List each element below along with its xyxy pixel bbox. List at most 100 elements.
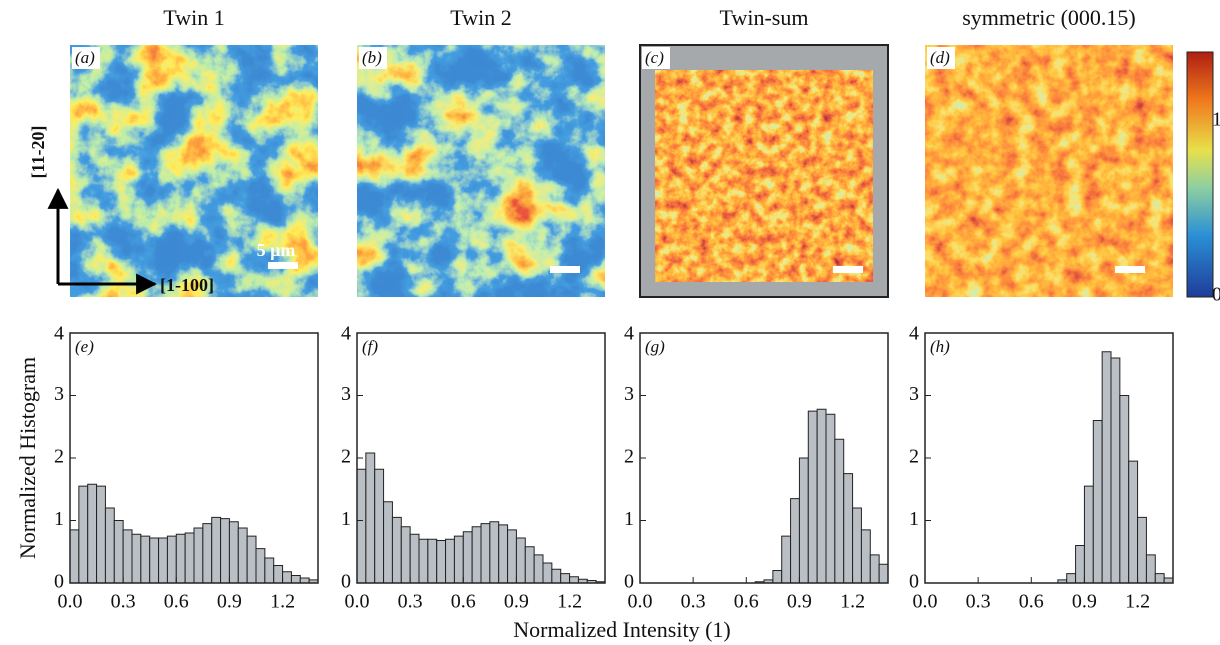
bar <box>246 535 257 584</box>
x-axis-label: Normalized Intensity (1) <box>513 617 731 642</box>
bar <box>184 532 195 584</box>
x-tick-label: 0.6 <box>734 591 759 613</box>
bar <box>445 538 455 584</box>
x-tick-label: 0.0 <box>58 591 83 613</box>
colorbar <box>1186 51 1214 298</box>
y-tick-label: 3 <box>341 383 351 405</box>
y-tick-label: 3 <box>54 383 64 405</box>
panel-label: (h) <box>930 337 950 356</box>
label-box <box>359 336 387 358</box>
bar <box>220 518 230 584</box>
label-box <box>642 336 670 358</box>
y-tick-label: 4 <box>624 323 634 345</box>
y-tick-label: 2 <box>624 446 634 468</box>
bar <box>400 526 411 584</box>
x-tick-label: 0.3 <box>681 591 706 613</box>
bar <box>228 521 239 584</box>
x-tick-label: 0.0 <box>345 591 370 613</box>
panel-title: symmetric (000.15) <box>962 5 1136 30</box>
y-tick-label: 0 <box>624 571 634 593</box>
bar <box>772 570 783 584</box>
bar <box>149 537 160 584</box>
direction-label: [1-100] <box>160 275 214 295</box>
bar <box>237 527 248 584</box>
bar <box>453 535 464 584</box>
bar <box>1066 573 1077 584</box>
x-tick-label: 0.9 <box>1072 591 1097 613</box>
bar <box>391 516 402 584</box>
bar <box>1145 554 1156 584</box>
map-image <box>924 44 1174 298</box>
panel-label: (f) <box>362 337 378 356</box>
x-tick-label: 0.6 <box>451 591 476 613</box>
y-tick-label: 2 <box>341 446 351 468</box>
label-box <box>927 47 955 69</box>
scale-label: 5 µm <box>257 240 296 260</box>
x-tick-label: 1.2 <box>1125 591 1150 613</box>
bar <box>140 535 151 584</box>
bar <box>175 533 186 584</box>
bar <box>781 535 792 584</box>
x-tick-label: 0.3 <box>111 591 136 613</box>
bar <box>290 575 301 584</box>
y-tick-label: 0 <box>54 571 64 593</box>
bar <box>282 571 292 584</box>
bar <box>1137 516 1147 584</box>
y-tick-label: 1 <box>909 508 919 530</box>
bar <box>790 498 800 584</box>
bar <box>436 540 447 584</box>
y-tick-label: 2 <box>909 446 919 468</box>
colorbar-label: 0 <box>1212 284 1220 306</box>
x-tick-label: 0.3 <box>398 591 423 613</box>
bar <box>427 538 438 584</box>
bar <box>356 468 367 584</box>
colorbar-label: 1 <box>1212 109 1220 131</box>
panel-label: (d) <box>930 48 950 67</box>
bar <box>807 410 818 584</box>
bar <box>569 576 579 584</box>
bar <box>1092 420 1103 584</box>
bar <box>825 413 836 584</box>
bar <box>104 507 115 584</box>
y-axis-label: Normalized Histogram <box>15 357 40 559</box>
bar <box>515 537 526 584</box>
panel-label: (b) <box>362 48 382 67</box>
label-box <box>642 47 670 69</box>
x-tick-label: 0.9 <box>504 591 529 613</box>
bar <box>255 548 266 584</box>
bar <box>264 557 275 584</box>
bar <box>418 538 429 584</box>
x-tick-label: 0.0 <box>913 591 938 613</box>
bar <box>113 520 124 584</box>
bar <box>273 565 284 584</box>
bar <box>193 527 204 584</box>
bar <box>542 562 553 584</box>
y-tick-label: 4 <box>909 323 919 345</box>
label-box <box>927 336 955 358</box>
panel-title: Twin 1 <box>163 5 224 30</box>
bar <box>869 554 880 584</box>
y-tick-label: 0 <box>909 571 919 593</box>
label-box <box>359 47 387 69</box>
bar <box>560 573 571 584</box>
bar <box>166 535 177 584</box>
panel-label: (a) <box>75 48 95 67</box>
x-tick-label: 0.6 <box>164 591 189 613</box>
scale-bars <box>268 262 1145 273</box>
x-tick-label: 1.2 <box>557 591 582 613</box>
bar <box>1083 485 1094 584</box>
x-tick-label: 0.9 <box>217 591 242 613</box>
bar <box>551 568 562 584</box>
y-tick-label: 1 <box>624 508 634 530</box>
y-tick-label: 0 <box>341 571 351 593</box>
map-image <box>356 44 606 298</box>
panel-title: Twin-sum <box>720 5 809 30</box>
bar <box>498 524 509 584</box>
bar <box>1101 351 1112 584</box>
y-tick-label: 3 <box>909 383 919 405</box>
bar <box>1075 545 1085 584</box>
panel-label: (e) <box>75 337 94 356</box>
bar <box>131 533 142 584</box>
bar <box>507 529 517 584</box>
